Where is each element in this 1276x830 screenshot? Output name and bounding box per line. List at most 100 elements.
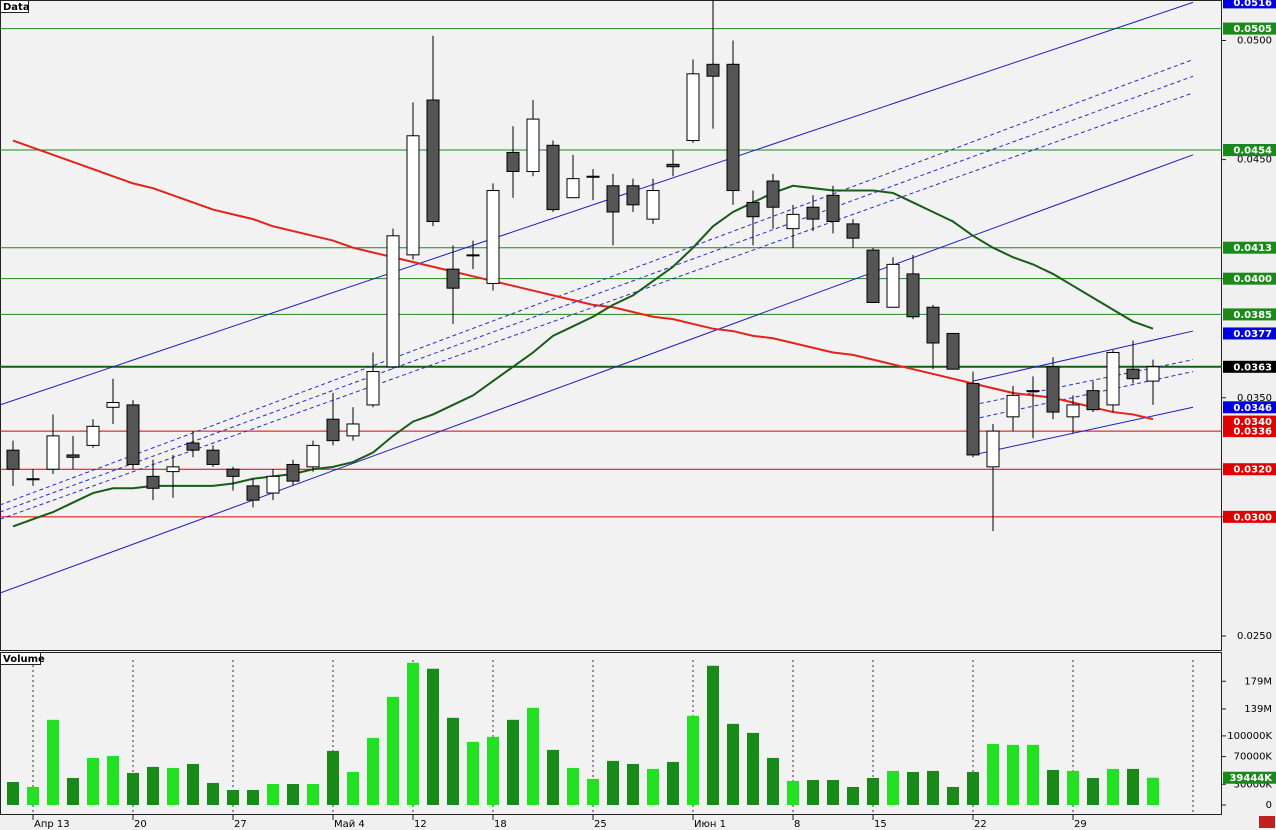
volume-bar xyxy=(327,750,339,805)
candle-body xyxy=(466,254,480,257)
price-plot xyxy=(0,0,1222,594)
moving-average xyxy=(12,139,1154,421)
level-marker xyxy=(1223,144,1276,157)
axes: 0.0250 0.0300 0.0350 0.0400 0.0450 0.0500 Апр … xyxy=(32,0,1276,830)
y-tick-label: 70000K xyxy=(1234,752,1273,763)
volume-bar xyxy=(467,741,479,805)
volume-bar xyxy=(667,761,679,805)
candle-body xyxy=(886,263,900,308)
candle-body xyxy=(746,201,760,218)
candle-body xyxy=(366,371,380,406)
volume-bar xyxy=(187,763,199,805)
level-label: 0.0413 xyxy=(1233,243,1272,254)
y-tick-label: 0.0500 xyxy=(1237,35,1272,46)
candle-body xyxy=(386,235,400,368)
level-label: 0.0516 xyxy=(1233,0,1272,9)
candle-body xyxy=(306,444,320,468)
panel-title: Data xyxy=(3,2,30,13)
volume-bar xyxy=(7,781,19,805)
level-label: 0.0320 xyxy=(1233,465,1272,476)
volume-bar xyxy=(967,771,979,805)
level-marker xyxy=(1223,327,1276,340)
candle-body xyxy=(966,382,980,456)
volume-bar xyxy=(707,665,719,805)
candle-body xyxy=(406,135,420,256)
volume-bar xyxy=(927,770,939,805)
candle-body xyxy=(526,118,540,172)
candle-body xyxy=(826,194,840,223)
candle-body xyxy=(6,449,20,470)
level-marker xyxy=(1223,463,1276,476)
candle-body xyxy=(606,185,620,213)
level-label: 0.0336 xyxy=(1233,427,1272,438)
level-marker xyxy=(1223,425,1276,438)
volume-bar xyxy=(367,737,379,805)
x-tick-label: 20 xyxy=(134,819,147,830)
x-tick-label: Июн 1 xyxy=(694,819,726,830)
candle-body xyxy=(246,485,260,501)
level-label: 0.0454 xyxy=(1233,146,1272,157)
level-label: 0.0340 xyxy=(1233,417,1272,428)
level-marker xyxy=(1223,0,1276,9)
volume-bar xyxy=(627,763,639,805)
corner-icon[interactable] xyxy=(1259,816,1275,828)
trendline xyxy=(0,154,1194,594)
volume-bar xyxy=(1067,770,1079,805)
volume-bar xyxy=(687,715,699,805)
x-tick-label: 27 xyxy=(234,819,247,830)
candle-body xyxy=(626,185,640,206)
volume-plot xyxy=(7,660,1194,815)
volume-bar xyxy=(547,749,559,805)
volume-bar xyxy=(387,696,399,805)
candle-body xyxy=(1126,368,1140,380)
candle-body xyxy=(226,468,240,477)
candle-body xyxy=(46,435,60,470)
volume-bar xyxy=(107,755,119,805)
level-label: 0.0505 xyxy=(1233,24,1272,35)
y-tick-label: 0.0350 xyxy=(1237,393,1272,404)
volume-bar xyxy=(807,779,819,805)
volume-bar xyxy=(1007,744,1019,805)
candle-body xyxy=(486,190,500,284)
candle-body xyxy=(506,151,520,172)
level-marker xyxy=(1223,360,1276,373)
volume-bar xyxy=(307,783,319,805)
y-tick-label: 100000K xyxy=(1227,731,1272,742)
volume-bar xyxy=(67,777,79,805)
y-tick-label: 0.0250 xyxy=(1237,631,1272,642)
x-tick-label: Май 4 xyxy=(334,819,365,830)
y-tick-label: 179M xyxy=(1244,676,1272,687)
candle-body xyxy=(266,475,280,494)
level-marker xyxy=(1223,308,1276,321)
price-panel xyxy=(0,0,1222,651)
x-tick-label: Апр 13 xyxy=(34,819,70,830)
candle-body xyxy=(566,178,580,199)
level-label: 0.0385 xyxy=(1233,310,1272,321)
volume-bar xyxy=(907,771,919,805)
candle-body xyxy=(726,63,740,192)
candle-body xyxy=(446,268,460,289)
candle-body xyxy=(1086,390,1100,411)
volume-bar xyxy=(587,778,599,805)
y-tick-label: 30000K xyxy=(1234,779,1273,790)
panel-title: Volume xyxy=(3,654,45,665)
moving-average xyxy=(12,184,1154,528)
volume-bar xyxy=(487,736,499,805)
x-tick-label: 22 xyxy=(974,819,987,830)
volume-bar xyxy=(447,717,459,805)
volume-bar xyxy=(167,767,179,805)
candle-body xyxy=(126,404,140,465)
candle-body xyxy=(206,449,220,465)
volume-bar xyxy=(407,662,419,805)
candle-body xyxy=(286,463,300,482)
level-label: 0.0400 xyxy=(1233,274,1272,285)
y-tick-label: 139M xyxy=(1244,704,1272,715)
candle-body xyxy=(106,402,120,408)
volume-bar xyxy=(787,780,799,805)
candle-body xyxy=(986,430,1000,468)
candle-body xyxy=(786,213,800,230)
volume-bar xyxy=(847,786,859,805)
candle-body xyxy=(666,163,680,168)
volume-bar xyxy=(227,790,239,805)
